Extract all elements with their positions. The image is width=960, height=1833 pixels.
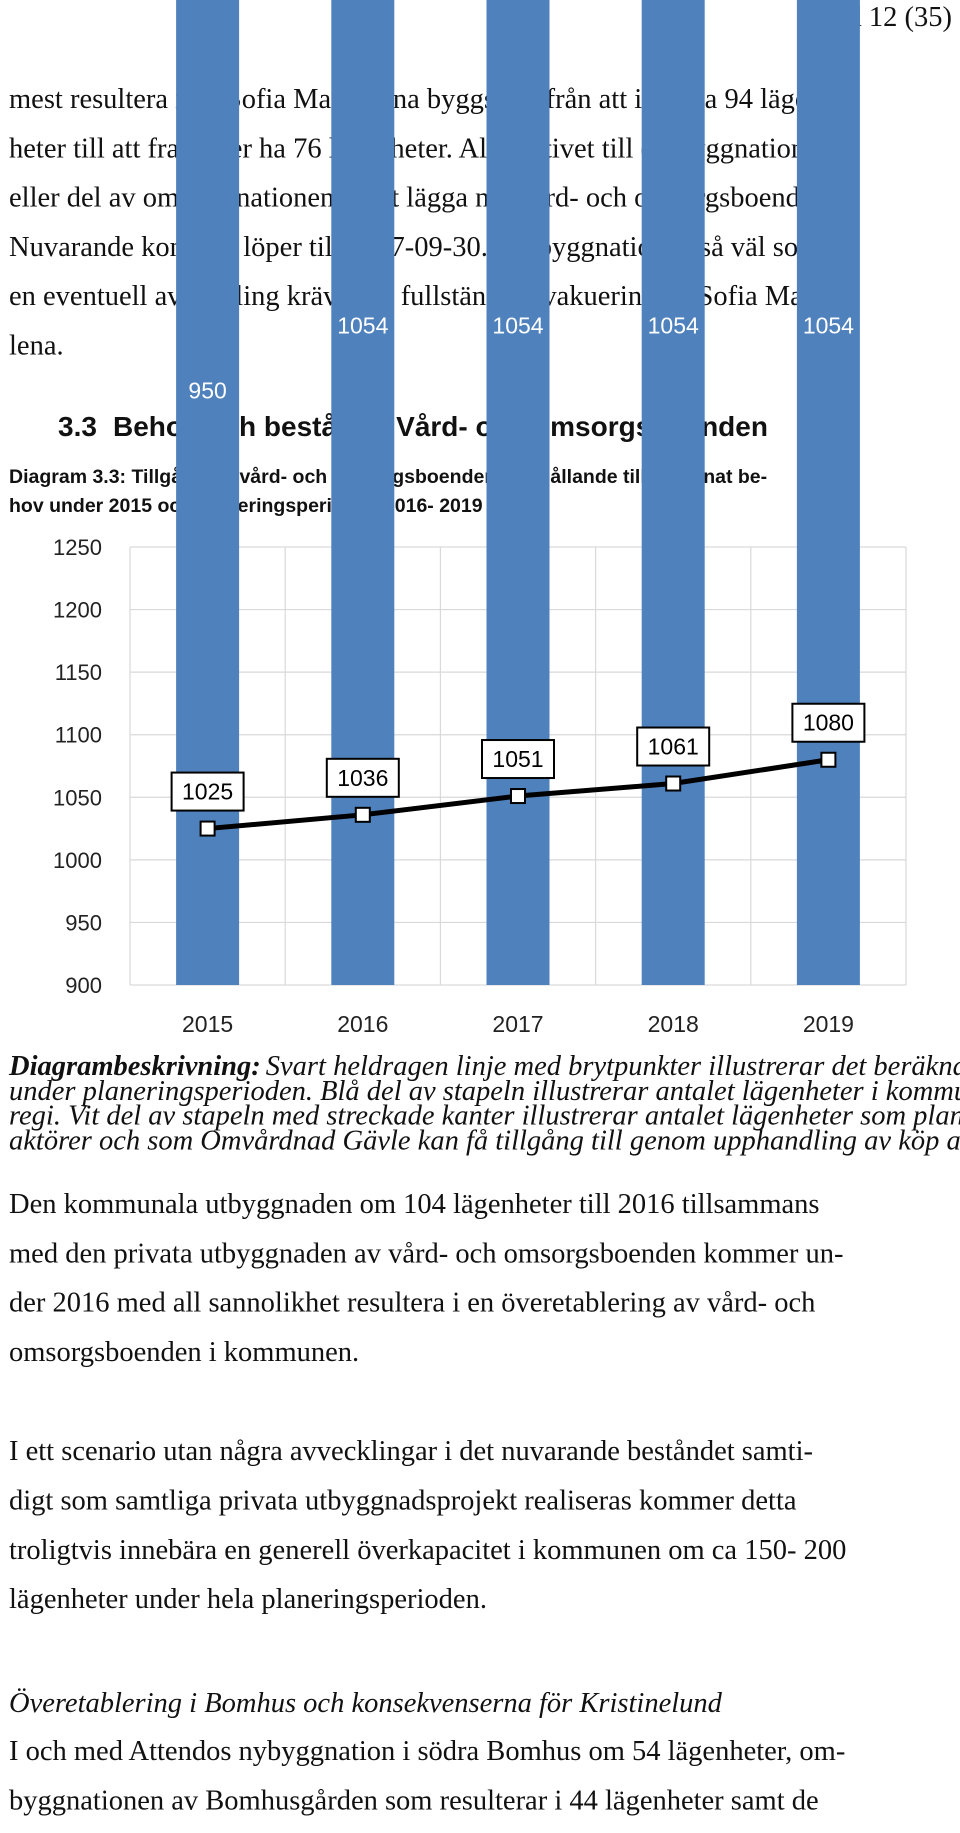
x-tick-label: 2019	[803, 1011, 854, 1037]
y-tick-label: 1100	[55, 723, 102, 748]
y-tick-label: 1050	[53, 785, 102, 810]
text-line: med den privata utbyggnaden av vård- och…	[9, 1238, 843, 1269]
marker	[820, 751, 837, 768]
data-label: 950	[188, 378, 226, 404]
data-label: 1036	[337, 765, 388, 791]
marker	[510, 788, 526, 805]
y-tick-label: 1250	[53, 535, 102, 560]
data-label: 1051	[492, 746, 543, 772]
text-line: byggnationen av Bomhusgården som resulte…	[9, 1785, 819, 1816]
description-label: Diagrambeskrivning:	[8, 1051, 261, 1082]
data-label: 1025	[182, 779, 233, 805]
marker	[354, 806, 371, 823]
text-line: omsorgsboenden i kommunen.	[9, 1337, 359, 1368]
description-line: aktörer och som Omvårdnad Gävle kan få t…	[9, 1125, 960, 1156]
text-line: I ett scenario utan några avvecklingar i…	[9, 1436, 813, 1467]
bar	[796, 0, 860, 986]
y-tick-label: 1200	[53, 598, 102, 623]
data-label: 1054	[803, 312, 854, 338]
y-tick-label: 950	[65, 910, 102, 935]
text-line: Den kommunala utbyggnaden om 104 lägenhe…	[9, 1189, 820, 1220]
y-tick-label: 1150	[55, 660, 102, 685]
x-tick-label: 2018	[648, 1011, 699, 1037]
subheading: Överetablering i Bomhus och konsekvenser…	[9, 1687, 723, 1719]
data-label: 1054	[492, 312, 543, 338]
marker	[199, 820, 216, 837]
text-line: troligtvis innebära en generell överkapa…	[9, 1535, 846, 1566]
bar	[176, 0, 240, 986]
bar	[486, 0, 550, 986]
description-line: Diagrambeskrivning: Svart heldragen linje…	[8, 1051, 960, 1082]
y-tick-label: 900	[65, 973, 102, 998]
text-line: I och med Attendos nybyggnation i södra …	[9, 1736, 845, 1767]
bar	[641, 0, 705, 986]
marker	[665, 775, 682, 792]
label-box	[791, 702, 866, 743]
heading-number: 3.3	[58, 411, 97, 442]
text-line: lägenheter under hela planeringsperioden…	[9, 1584, 487, 1615]
data-label: 1061	[648, 734, 699, 760]
label-box	[170, 771, 245, 812]
label-box	[325, 757, 400, 798]
label-box	[481, 739, 555, 780]
x-tick-label: 2016	[337, 1011, 388, 1037]
text-line: der 2016 med all sannolikhet resultera i…	[9, 1288, 815, 1319]
text-line: eller del av ombyggnationen är att lägga…	[9, 183, 828, 214]
text-line: heter till att framöver ha 76 lägenheter…	[9, 133, 832, 164]
text-line: mest resultera i att Sofia Magdalena byg…	[9, 84, 831, 115]
data-label: 1054	[337, 312, 388, 338]
text-line: digt som samtliga privata utbyggnadsproj…	[9, 1486, 797, 1517]
text-line: en eventuell avveckling kräver en fullst…	[9, 281, 853, 312]
description-text: Svart heldragen linje med brytpunkter il…	[266, 1051, 960, 1082]
y-tick-label: 1000	[53, 848, 102, 873]
caption-line: hov under 2015 och planeringsperioden 20…	[9, 495, 483, 517]
description-line: under planeringsperioden. Blå del av sta…	[9, 1076, 960, 1107]
label-box	[636, 726, 711, 767]
text-line: lena.	[9, 331, 64, 362]
bar	[331, 0, 395, 986]
x-tick-label: 2015	[182, 1011, 233, 1037]
data-label: 1080	[803, 710, 854, 736]
x-tick-label: 2017	[492, 1011, 543, 1037]
data-label: 1054	[648, 312, 699, 338]
description-line: regi. Vit del av stapeln med streckade k…	[9, 1101, 960, 1132]
